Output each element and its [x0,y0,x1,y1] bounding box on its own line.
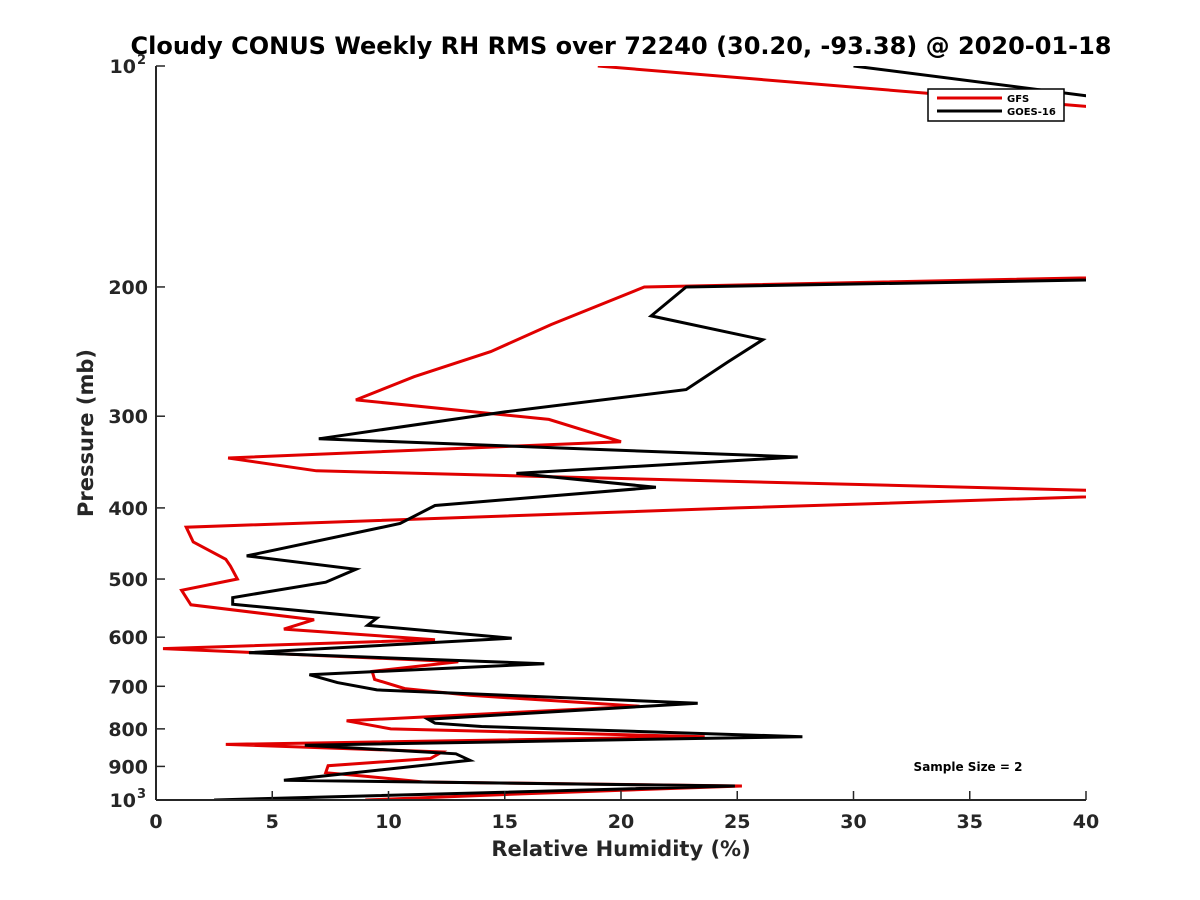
x-tick-label: 0 [149,811,162,833]
plot-series [162,66,1086,800]
chart-title: Cloudy CONUS Weekly RH RMS over 72240 (3… [131,32,1112,60]
y-tick-label: 500 [108,569,148,591]
legend-label: GFS [1007,94,1029,105]
y-tick-label: 10 [110,56,136,78]
x-tick-label: 40 [1073,811,1099,833]
y-axis-label: Pressure (mb) [74,349,98,517]
x-tick-label: 10 [375,811,401,833]
y-tick-label: 400 [108,498,148,520]
legend-box [927,88,1065,122]
x-tick-label: 30 [840,811,866,833]
series-line-goes-16 [214,66,1086,800]
y-tick-label: 10 [110,790,136,812]
y-tick-label: 800 [108,719,148,741]
y-tick-label: 600 [108,627,148,649]
x-tick-label: 15 [492,811,518,833]
y-tick-label: 300 [108,406,148,428]
axes [155,66,1086,801]
y-tick-exponent: 3 [137,787,146,802]
x-tick-label: 35 [957,811,983,833]
y-tick-exponent: 2 [137,53,146,68]
legend: GFS GOES-16 [927,88,1065,122]
y-tick-label: 200 [108,277,148,299]
sample-size-annotation: Sample Size = 2 [914,760,1023,774]
x-axis-label: Relative Humidity (%) [491,837,750,861]
y-tick-label: 700 [108,676,148,698]
legend-label: GOES-16 [1007,107,1056,118]
y-tick-label: 900 [108,756,148,778]
series-line-gfs [162,66,1086,800]
x-tick-label: 25 [724,811,750,833]
x-tick-label: 5 [266,811,279,833]
x-tick-label: 20 [608,811,634,833]
